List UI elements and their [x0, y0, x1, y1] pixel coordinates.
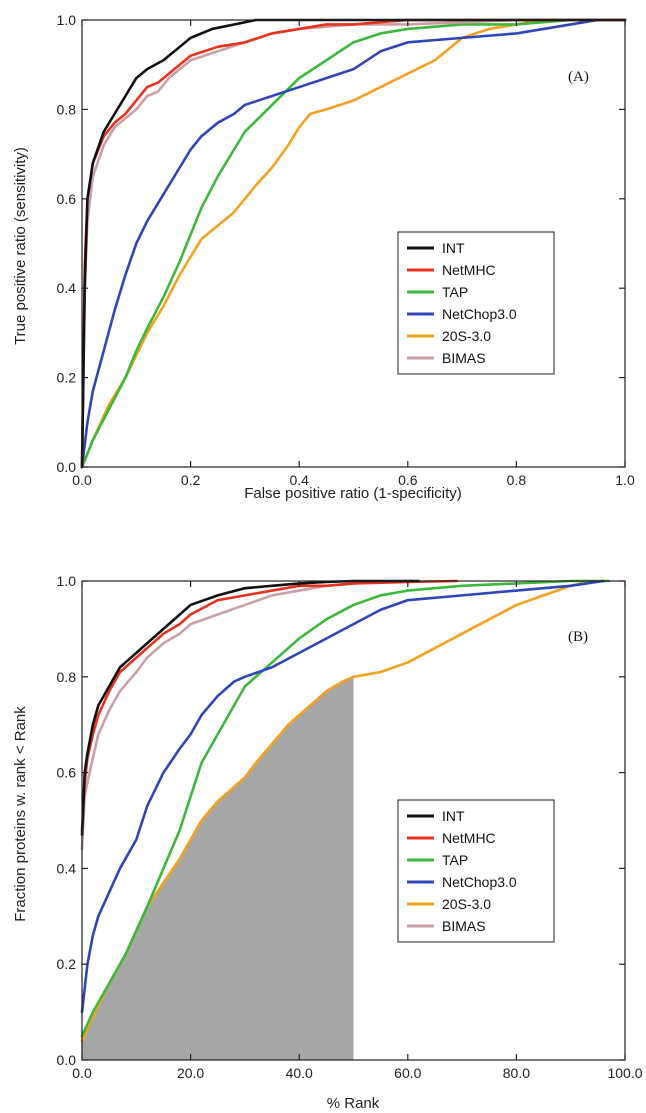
x-tick-label: 0.8	[507, 472, 527, 488]
y-axis-title-b: Fraction proteins w. rank < Rank	[12, 706, 29, 922]
y-tick-label: 0.8	[57, 669, 77, 685]
panel-label-a: (A)	[568, 69, 589, 85]
series-line-tap	[80, 18, 600, 469]
y-tick-label: 0.8	[57, 101, 77, 117]
y-axis-title-a: True positive ratio (sensitivity)	[12, 147, 29, 345]
legend-label-bimas: BIMAS	[442, 918, 486, 934]
x-tick-label: 80.0	[503, 1065, 530, 1081]
legend-label-netchop3-0: NetChop3.0	[442, 306, 517, 322]
x-tick-label: 0.6	[398, 472, 418, 488]
legend-label-netmhc: NetMHC	[442, 262, 496, 278]
series-line-netmhc	[80, 579, 458, 832]
series-line-20s-3-0	[80, 18, 627, 469]
legend-label-int: INT	[442, 808, 465, 824]
axes-b: 0.0 20.0 40.0 60.0 80.0 100.0 0.0 0.2 0.4 0.6 0.8 1…	[57, 573, 643, 1081]
axes-a: 0.0 0.2 0.4 0.6 0.8 1.0 0.0 0.2 0.4 0.6 0.8 1.0	[57, 12, 635, 488]
series-line-netchop3-0	[80, 18, 600, 469]
y-tick-label: 0.4	[57, 280, 77, 296]
series-line-tap	[80, 579, 611, 1038]
legend-label-tap: TAP	[442, 852, 468, 868]
legend-label-netmhc: NetMHC	[442, 830, 496, 846]
x-tick-label: 0.0	[72, 1065, 92, 1081]
legend-box	[397, 799, 555, 943]
y-tick-label: 1.0	[57, 12, 77, 28]
y-tick-label: 0.2	[57, 956, 77, 972]
y-tick-label: 0.6	[57, 191, 77, 207]
series-line-int	[80, 579, 420, 837]
y-tick-label: 0.0	[57, 459, 77, 475]
legend-label-netchop3-0: NetChop3.0	[442, 874, 517, 890]
plot-area-a	[80, 18, 627, 469]
legend-label-int: INT	[442, 240, 465, 256]
panel-label-b: (B)	[568, 629, 588, 645]
x-tick-label: 40.0	[286, 1065, 313, 1081]
panel-b: 0.0 20.0 40.0 60.0 80.0 100.0 0.0 0.2 0.4 0.6 0.8 1…	[12, 573, 643, 1112]
x-tick-label: 0.2	[181, 472, 201, 488]
x-tick-label: 60.0	[394, 1065, 421, 1081]
y-tick-label: 0.4	[57, 860, 77, 876]
legend-label-20s-3-0: 20S-3.0	[442, 328, 491, 344]
legend-label-bimas: BIMAS	[442, 350, 486, 366]
legend-a: INT NetMHC TAP NetChop3.0 20S-3.0 BIMAS	[397, 231, 555, 375]
x-tick-label: 100.0	[607, 1065, 642, 1081]
y-tick-label: 1.0	[57, 573, 77, 589]
x-axis-title-b: % Rank	[327, 1095, 380, 1112]
plot-frame	[81, 19, 626, 468]
x-tick-label: 20.0	[177, 1065, 204, 1081]
x-tick-label: 0.0	[72, 472, 92, 488]
legend-label-tap: TAP	[442, 284, 468, 300]
y-tick-label: 0.2	[57, 370, 77, 386]
x-tick-label: 0.4	[289, 472, 309, 488]
panel-a: 0.0 0.2 0.4 0.6 0.8 1.0 0.0 0.2 0.4 0.6 0.8 1.0 Fal…	[12, 12, 635, 502]
legend-box	[397, 231, 555, 375]
plot-area-b	[80, 579, 611, 1060]
x-axis-title-a: False positive ratio (1-specificity)	[244, 485, 462, 502]
shaded-area	[82, 676, 354, 1060]
legend-b: INT NetMHC TAP NetChop3.0 20S-3.0 BIMAS	[397, 799, 555, 943]
x-tick-label: 1.0	[615, 472, 635, 488]
y-tick-label: 0.6	[57, 765, 77, 781]
series-line-bimas	[80, 579, 410, 851]
legend-label-20s-3-0: 20S-3.0	[442, 896, 491, 912]
y-tick-label: 0.0	[57, 1052, 77, 1068]
plot-frame	[81, 580, 626, 1061]
series-line-netchop3-0	[80, 579, 605, 1014]
